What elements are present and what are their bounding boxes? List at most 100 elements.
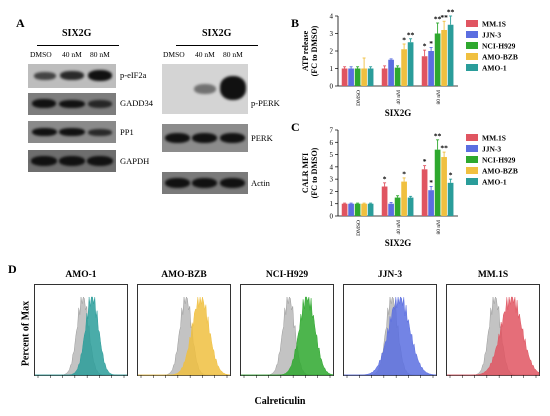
b-ylabel-line2: (FC to DMSO) [310,25,319,76]
c-sig-MM.1S-2: * [423,157,427,166]
flow-title-1: AMO-BZB [161,270,207,280]
flow-ylabel: Percent of Max [20,300,32,367]
flow-title-4: MM.1S [477,270,509,280]
right-lane-40nm: 40 nM [195,50,215,59]
b-ytick-label-4: 4 [330,13,334,21]
b-bar-MM.1S-0 [341,68,348,86]
c-legend-swatch-MM.1S [466,134,478,141]
b-ytick-label-1: 1 [330,65,334,73]
label-gadd34: GADD34 [120,98,154,108]
c-ytick-label-0: 0 [330,213,334,221]
b-sig-AMO-BZB-2: ** [440,13,448,22]
b-bar-JJN-3-0 [348,68,354,86]
c-ytick-label-6: 6 [330,139,334,147]
c-sig-AMO-1-2: * [449,171,453,180]
c-legend-label-NCI-H929: NCI-H929 [482,156,516,165]
b-legend-label-NCI-H929: NCI-H929 [482,42,516,51]
flow-panel-3 [343,284,437,378]
label-actin: Actin [251,178,270,188]
flow-xlabel: Calreticulin [254,396,306,407]
b-legend-label-MM.1S: MM.1S [482,20,506,29]
b-xtick-label-1: 40 nM [396,90,402,105]
blot-gadd34 [28,93,116,115]
b-legend-label-JJN-3: JJN-3 [482,31,501,40]
c-legend-swatch-NCI-H929 [466,156,478,163]
panel-a-letter: A [16,16,25,30]
b-legend-swatch-NCI-H929 [466,42,478,49]
b-legend-label-AMO-BZB: AMO-BZB [482,53,518,62]
c-bar-NCI-H929-0 [354,203,361,216]
b-xlabel: SIX2G [385,108,412,118]
b-bar-JJN-3-1 [388,59,394,86]
b-bar-AMO-1-1 [407,42,414,86]
flow-treated-2 [241,296,334,376]
c-sig-NCI-H929-2: ** [434,131,442,140]
b-sig-MM.1S-2: * [423,42,427,51]
c-ylabel-line1: CALR MFI [301,153,310,193]
b-bar-MM.1S-2 [421,56,428,86]
b-bar-AMO-BZB-1 [401,49,407,86]
flow-treated-1 [138,296,231,376]
flow-panel-4 [446,284,540,378]
label-pp1: PP1 [120,127,134,137]
c-legend-swatch-AMO-BZB [466,167,478,174]
b-bar-AMO-1-0 [367,68,374,86]
right-lane-80nm: 80 nM [223,50,243,59]
flow-panel-0 [34,284,128,378]
b-bar-NCI-H929-1 [394,67,401,86]
c-xtick-label-1: 40 nM [396,220,402,235]
b-legend-label-AMO-1: AMO-1 [482,64,507,73]
b-ytick-label-3: 3 [330,30,334,38]
label-gapdh: GAPDH [120,156,150,166]
panel-b-letter: B [291,16,300,30]
c-ytick-label-2: 2 [330,188,334,196]
left-lane-40nm: 40 nM [62,50,82,59]
c-bar-AMO-BZB-0 [361,203,367,216]
b-bar-AMO-BZB-0 [361,68,367,86]
blot-p-perk [162,64,248,114]
b-bar-JJN-3-2 [428,51,434,86]
c-bar-NCI-H929-1 [394,197,401,216]
b-ylabel-line1: ATP release [301,30,310,71]
flow-panel-2 [240,284,334,378]
b-ytick-label-0: 0 [330,83,334,91]
c-bar-MM.1S-2 [421,169,428,216]
c-legend-label-AMO-BZB: AMO-BZB [482,167,518,176]
c-bar-JJN-3-2 [428,190,434,216]
flow-treated-0 [35,296,127,376]
flow-histograms: AMO-1 AMO-BZB NCI-H929 JJN-3 MM.1S [34,270,544,390]
right-group-line [176,45,258,46]
b-sig-NCI-H929-2: ** [434,15,442,24]
c-sig-JJN-3-2: * [429,178,433,187]
label-p-perk: p-PERK [251,98,280,108]
blot-actin [162,172,248,194]
c-bar-AMO-BZB-1 [401,181,407,216]
flow-panel-1 [137,284,231,378]
c-xtick-label-0: DMSO [356,220,362,236]
b-legend-swatch-AMO-BZB [466,53,478,60]
c-legend-label-JJN-3: JJN-3 [482,145,501,154]
c-ytick-label-3: 3 [330,176,334,184]
b-legend-swatch-MM.1S [466,20,478,27]
c-ytick-label-5: 5 [330,151,334,159]
c-ytick-label-1: 1 [330,200,334,208]
b-sig-AMO-BZB-1: * [402,36,406,45]
panel-d-letter: D [8,262,17,276]
c-legend-label-MM.1S: MM.1S [482,134,506,143]
label-perk: PERK [251,133,273,143]
c-bar-NCI-H929-2 [434,149,441,216]
flow-title-3: JJN-3 [377,270,403,280]
flow-treated-4 [447,296,540,376]
b-bar-MM.1S-1 [381,68,388,86]
blot-pp1 [28,121,116,143]
b-legend-swatch-AMO-1 [466,64,478,71]
c-sig-AMO-BZB-1: * [402,169,406,178]
c-sig-AMO-BZB-2: ** [440,144,448,153]
blot-perk [162,124,248,152]
panel-c-letter: C [291,120,300,134]
b-xtick-label-0: DMSO [356,90,362,106]
c-ytick-label-4: 4 [330,163,334,171]
c-bar-JJN-3-0 [348,203,354,216]
